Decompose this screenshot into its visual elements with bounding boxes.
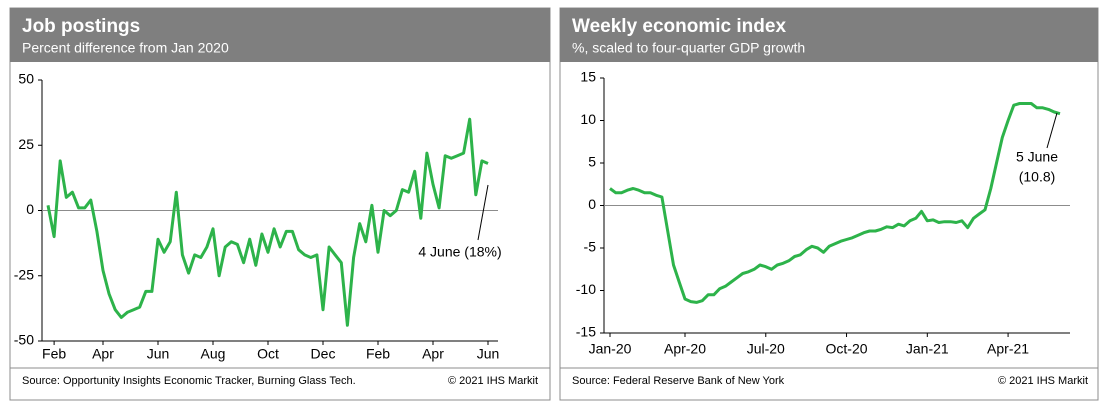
data-line <box>609 102 1061 304</box>
panel <box>9 7 551 401</box>
y-tick-label: 15 <box>580 69 596 85</box>
y-tick-label: 0 <box>588 196 596 212</box>
y-tick-label: -50 <box>14 332 34 348</box>
y-tick-label: 10 <box>580 111 596 127</box>
x-tick-label: Apr <box>422 346 444 362</box>
chart-title: Weekly economic index <box>572 16 786 37</box>
y-tick-label: 0 <box>26 201 34 217</box>
y-tick-label: 50 <box>18 71 34 87</box>
copyright: © 2021 IHS Markit <box>448 375 538 387</box>
annotation-leader <box>1046 112 1058 149</box>
y-tick-label: -10 <box>576 281 596 297</box>
annotation: (10.8) <box>1019 169 1056 185</box>
chart-subtitle: Percent difference from Jan 2020 <box>22 40 229 56</box>
x-tick-label: Feb <box>42 346 66 362</box>
annotation: 4 June (18%) <box>418 244 501 260</box>
x-tick-label: Jul-20 <box>747 341 785 357</box>
x-tick-label: Dec <box>311 346 336 362</box>
y-tick-label: 25 <box>18 136 34 152</box>
source: Source: Federal Reserve Bank of New York <box>572 375 785 387</box>
x-tick-label: Apr-20 <box>664 341 706 357</box>
x-tick-label: Apr-21 <box>987 341 1029 357</box>
x-tick-label: Oct <box>257 346 279 362</box>
x-tick-label: Apr <box>92 346 114 362</box>
copyright: © 2021 IHS Markit <box>998 375 1088 387</box>
x-tick-label: Jan-20 <box>589 341 632 357</box>
x-tick-label: Jun <box>477 346 500 362</box>
chart-title: Job postings <box>22 16 140 37</box>
x-tick-label: Feb <box>366 346 390 362</box>
y-tick-label: 5 <box>588 154 596 170</box>
x-tick-label: Jan-21 <box>906 341 949 357</box>
chart-subtitle: %, scaled to four-quarter GDP growth <box>572 40 805 56</box>
y-tick-label: -5 <box>584 239 597 255</box>
x-tick-label: Oct-20 <box>826 341 868 357</box>
x-tick-label: Aug <box>201 346 226 362</box>
annotation: 5 June <box>1016 149 1058 165</box>
y-tick-label: -15 <box>576 324 596 340</box>
panel-header <box>560 8 1098 62</box>
data-line <box>46 117 489 327</box>
y-tick-label: -25 <box>14 266 34 282</box>
panel-header <box>10 8 550 62</box>
annotation-leader <box>477 184 489 241</box>
source: Source: Opportunity Insights Economic Tr… <box>22 375 356 387</box>
x-tick-label: Jun <box>147 346 170 362</box>
